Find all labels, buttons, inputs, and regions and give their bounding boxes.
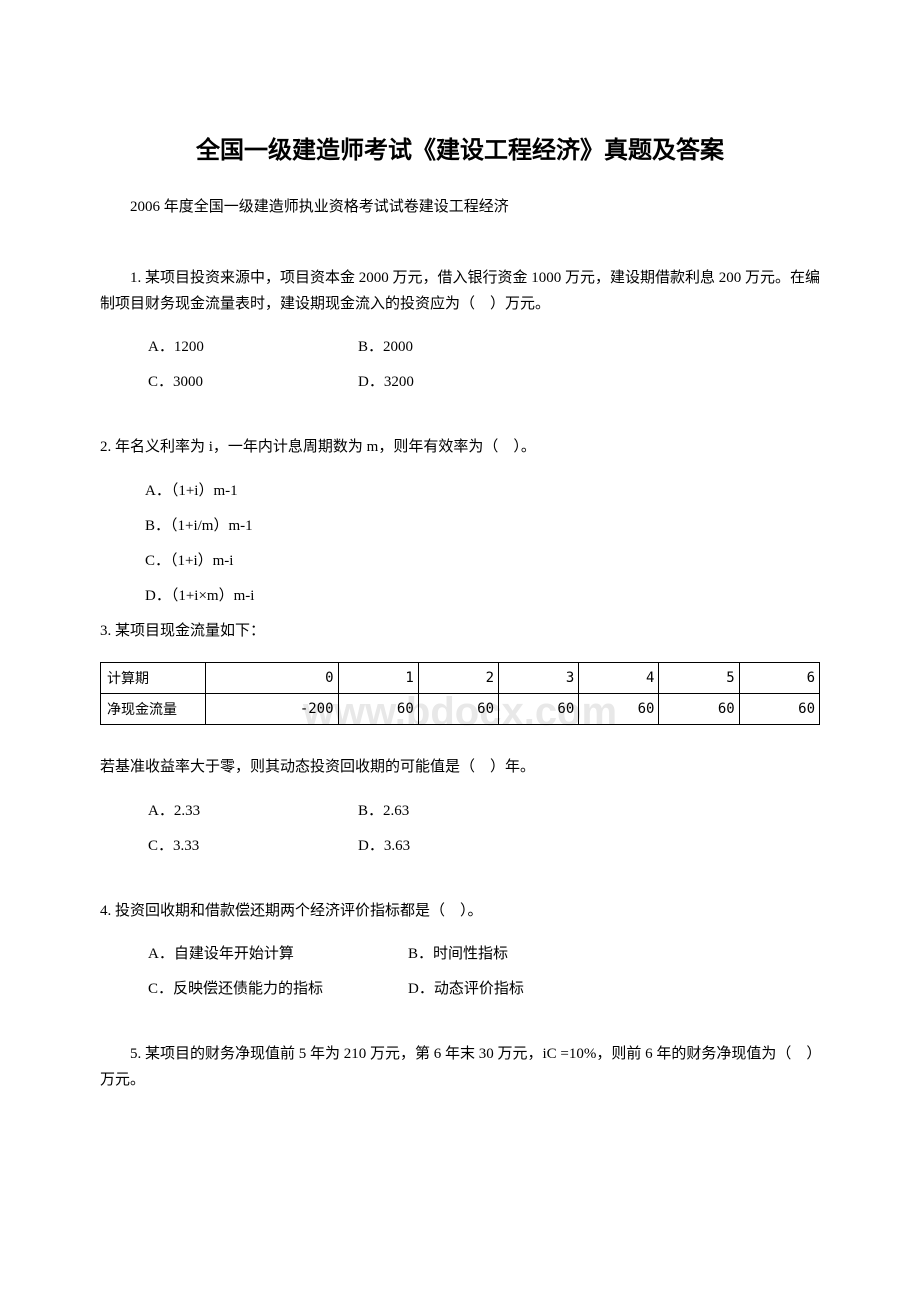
table-cell: 60: [499, 694, 579, 725]
question-3-posttext: 若基准收益率大于零，则其动态投资回收期的可能值是（ ）年。: [100, 755, 820, 781]
question-3-text: 3. 某项目现金流量如下：: [100, 619, 820, 645]
table-cell: 60: [418, 694, 498, 725]
question-4-option-b: B．时间性指标: [408, 942, 508, 963]
table-cell: 60: [659, 694, 739, 725]
question-4-options-row1: A．自建设年开始计算 B．时间性指标: [100, 942, 820, 963]
page-title: 全国一级建造师考试《建设工程经济》真题及答案: [100, 130, 820, 165]
cashflow-table: 计算期 0 1 2 3 4 5 6 净现金流量 -200 60 60 60 60…: [100, 662, 820, 725]
question-4-text: 4. 投资回收期和借款偿还期两个经济评价指标都是（ ）。: [100, 899, 820, 925]
subtitle: 2006 年度全国一级建造师执业资格考试试卷建设工程经济: [100, 195, 820, 216]
question-1-text: 1. 某项目投资来源中，项目资本金 2000 万元，借入银行资金 1000 万元…: [100, 266, 820, 317]
table-cell: 净现金流量: [101, 694, 206, 725]
question-1-option-d: D．3200: [358, 370, 414, 391]
question-1-option-a: A．1200: [148, 335, 358, 356]
table-cell: 6: [739, 663, 819, 694]
table-cell: 60: [739, 694, 819, 725]
question-3-option-c: C．3.33: [148, 834, 358, 855]
question-4-options-row2: C．反映偿还债能力的指标 D．动态评价指标: [100, 977, 820, 998]
question-3-options-row1: A．2.33 B．2.63: [100, 799, 820, 820]
table-cell: -200: [206, 694, 339, 725]
question-4-option-a: A．自建设年开始计算: [148, 942, 408, 963]
table-row: 净现金流量 -200 60 60 60 60 60 60: [101, 694, 820, 725]
question-3-options-row2: C．3.33 D．3.63: [100, 834, 820, 855]
question-2-option-d: D．（1+i×m）m-i: [100, 584, 820, 605]
table-cell: 计算期: [101, 663, 206, 694]
question-1-option-b: B．2000: [358, 335, 413, 356]
table-cell: 2: [418, 663, 498, 694]
table-cell: 1: [338, 663, 418, 694]
question-3-option-a: A．2.33: [148, 799, 358, 820]
table-cell: 60: [579, 694, 659, 725]
table-cell: 5: [659, 663, 739, 694]
table-cell: 60: [338, 694, 418, 725]
cashflow-table-container: 计算期 0 1 2 3 4 5 6 净现金流量 -200 60 60 60 60…: [100, 662, 820, 725]
question-5-text: 5. 某项目的财务净现值前 5 年为 210 万元，第 6 年末 30 万元，i…: [100, 1042, 820, 1093]
table-cell: 4: [579, 663, 659, 694]
table-cell: 3: [499, 663, 579, 694]
question-1-options-row1: A．1200 B．2000: [100, 335, 820, 356]
table-row: 计算期 0 1 2 3 4 5 6: [101, 663, 820, 694]
question-3-option-d: D．3.63: [358, 834, 410, 855]
question-1-option-c: C．3000: [148, 370, 358, 391]
question-2-text: 2. 年名义利率为 i，一年内计息周期数为 m，则年有效率为（ ）。: [100, 435, 820, 461]
table-cell: 0: [206, 663, 339, 694]
question-4-option-d: D．动态评价指标: [408, 977, 524, 998]
question-2-option-a: A．（1+i）m-1: [100, 479, 820, 500]
question-3-option-b: B．2.63: [358, 799, 409, 820]
question-4-option-c: C．反映偿还债能力的指标: [148, 977, 408, 998]
question-1-options-row2: C．3000 D．3200: [100, 370, 820, 391]
question-2-option-c: C．（1+i）m-i: [100, 549, 820, 570]
question-2-option-b: B．（1+i/m）m-1: [100, 514, 820, 535]
